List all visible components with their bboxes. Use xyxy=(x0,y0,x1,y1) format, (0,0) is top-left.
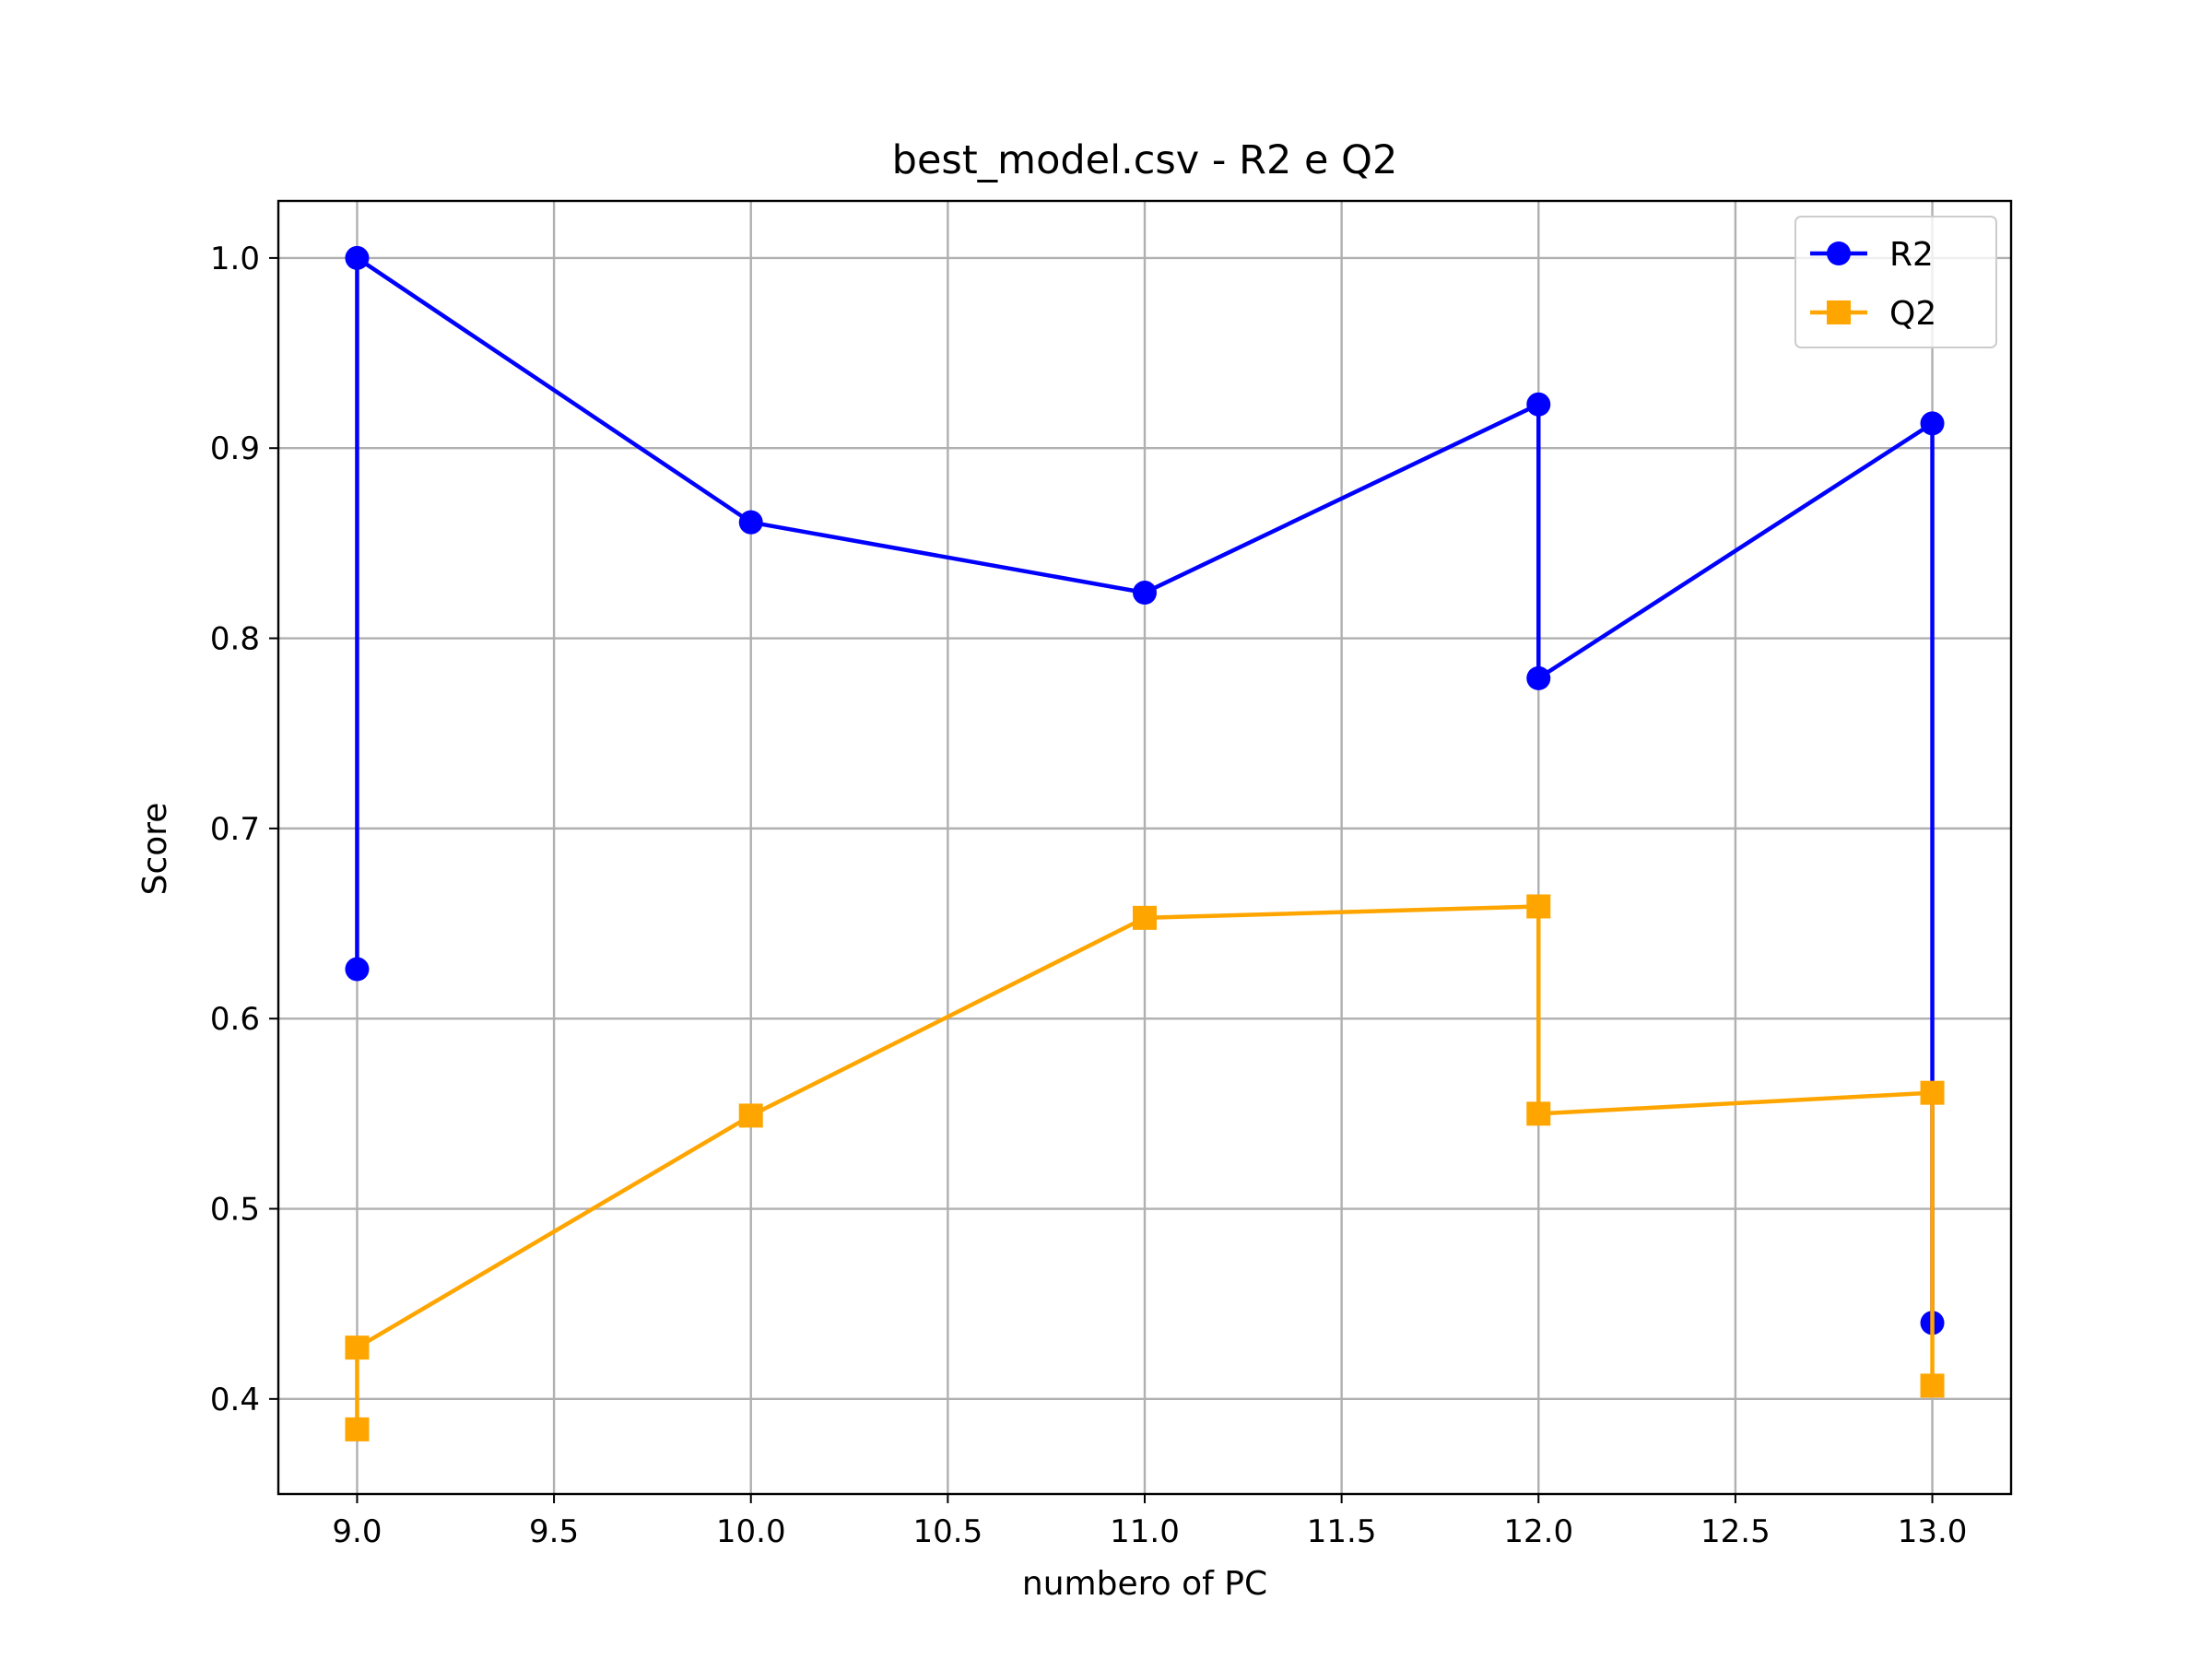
x-tick-label: 9.5 xyxy=(529,1513,579,1550)
x-tick-label: 11.5 xyxy=(1307,1513,1377,1550)
chart-title: best_model.csv - R2 e Q2 xyxy=(892,137,1398,183)
x-tick-label: 9.0 xyxy=(332,1513,382,1550)
series-layer xyxy=(345,245,1945,1441)
data-point-r2 xyxy=(738,510,763,535)
series-line-q2 xyxy=(355,904,1935,1430)
data-point-r2 xyxy=(345,957,370,982)
y-axis-title: Score xyxy=(136,803,174,896)
data-point-r2 xyxy=(345,245,370,270)
data-point-q2 xyxy=(1133,905,1157,930)
y-tick-label: 1.0 xyxy=(210,241,260,277)
data-point-r2 xyxy=(1920,411,1945,436)
axis-ticks: 9.0 9.5 10.0 10.5 11.0 11.5 12.0 12.5 13.0 0.4 0.5… xyxy=(210,241,1967,1550)
legend-label-r2: R2 xyxy=(1889,236,1934,274)
data-point-q2 xyxy=(738,1103,763,1128)
data-point-r2 xyxy=(1133,581,1157,606)
legend-marker-q2 xyxy=(1827,300,1851,324)
data-point-q2 xyxy=(1920,1373,1945,1398)
legend-label-q2: Q2 xyxy=(1889,295,1936,333)
legend: R2 Q2 xyxy=(1794,216,1997,348)
series-line-r2 xyxy=(355,255,1935,1324)
data-point-q2 xyxy=(345,1417,370,1441)
x-tick-label: 11.0 xyxy=(1110,1513,1180,1550)
x-tick-label: 12.0 xyxy=(1503,1513,1573,1550)
series-r2 xyxy=(345,245,1945,1335)
data-point-q2 xyxy=(345,1335,370,1360)
legend-item-q2: Q2 xyxy=(1810,295,1936,333)
legend-marker-r2 xyxy=(1827,241,1851,265)
data-point-q2 xyxy=(1526,1101,1551,1126)
y-tick-label: 0.4 xyxy=(210,1382,260,1418)
data-point-r2 xyxy=(1526,392,1551,417)
y-tick-label: 0.8 xyxy=(210,621,260,658)
data-point-r2 xyxy=(1526,665,1551,690)
x-tick-label: 12.5 xyxy=(1700,1513,1771,1550)
x-axis-title: numbero of PC xyxy=(1022,1565,1267,1603)
x-tick-label: 13.0 xyxy=(1898,1513,1968,1550)
data-point-q2 xyxy=(1920,1080,1945,1105)
y-tick-label: 0.5 xyxy=(210,1192,260,1229)
y-tick-label: 0.7 xyxy=(210,811,260,848)
y-tick-label: 0.6 xyxy=(210,1001,260,1038)
x-tick-label: 10.5 xyxy=(913,1513,983,1550)
data-point-q2 xyxy=(1526,894,1551,919)
legend-item-r2: R2 xyxy=(1810,236,1934,274)
y-tick-label: 0.9 xyxy=(210,430,260,467)
series-q2 xyxy=(345,894,1945,1441)
x-tick-label: 10.0 xyxy=(716,1513,786,1550)
